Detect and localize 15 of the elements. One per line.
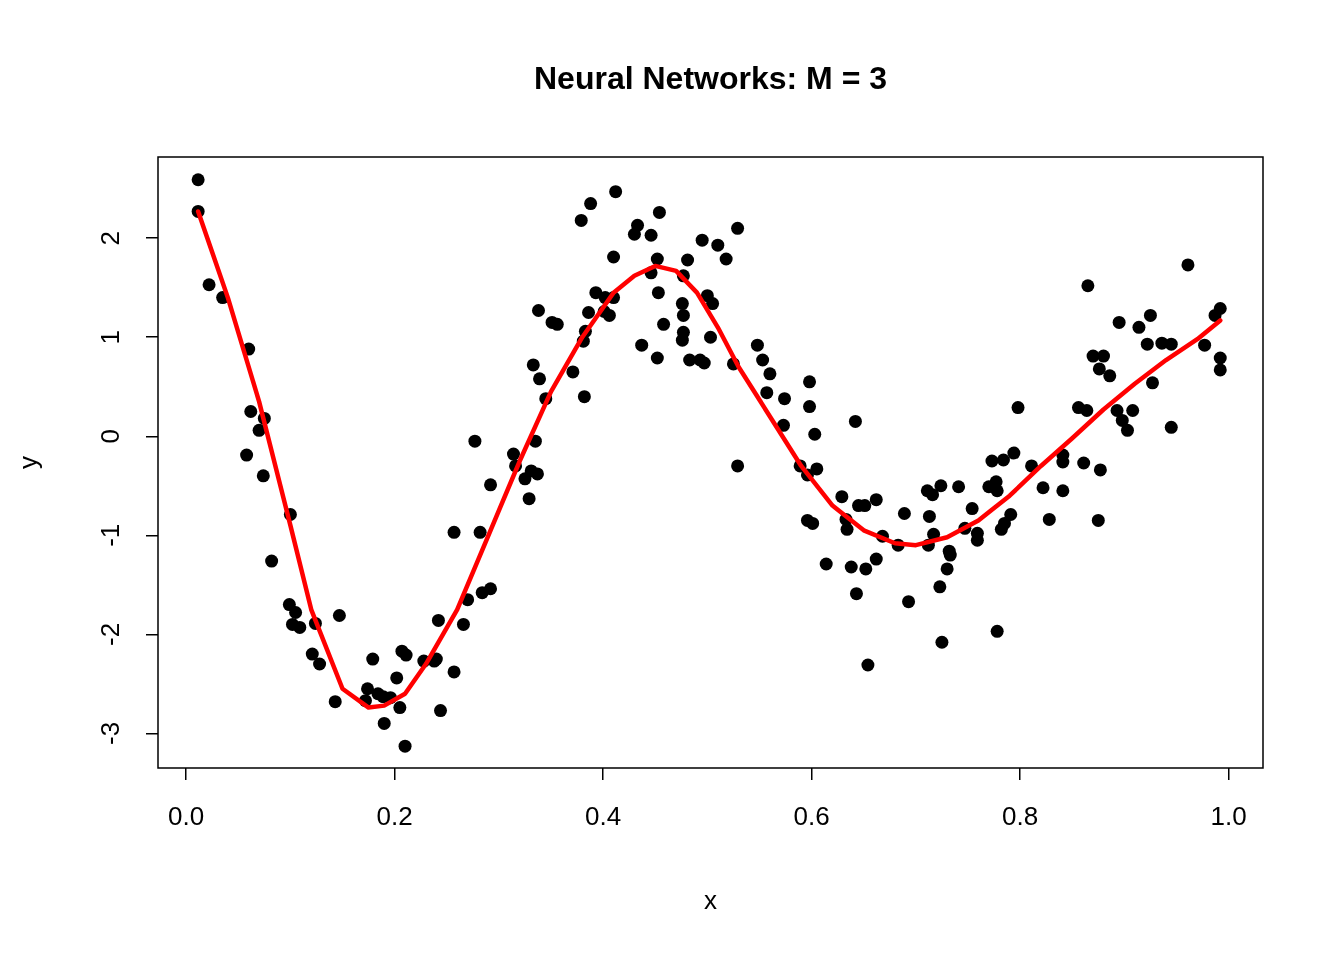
x-axis-title: x xyxy=(704,885,717,916)
x-tick-label: 1.0 xyxy=(1210,800,1247,831)
y-tick-label: -3 xyxy=(95,721,126,745)
y-tick-label: -2 xyxy=(95,622,126,646)
y-axis-title: y xyxy=(13,456,44,469)
y-tick-label: 2 xyxy=(95,230,126,246)
x-tick-label: 0.6 xyxy=(793,800,830,831)
x-tick-label: 0.0 xyxy=(168,800,205,831)
y-tick-label: 1 xyxy=(95,330,126,345)
x-tick-label: 0.4 xyxy=(585,800,622,831)
x-tick-label: 0.2 xyxy=(376,800,413,831)
y-tick-label: 0 xyxy=(95,429,126,444)
x-tick-label: 0.8 xyxy=(1002,800,1039,831)
y-tick-label: -1 xyxy=(95,523,126,547)
chart-title: Neural Networks: M = 3 xyxy=(534,59,887,96)
